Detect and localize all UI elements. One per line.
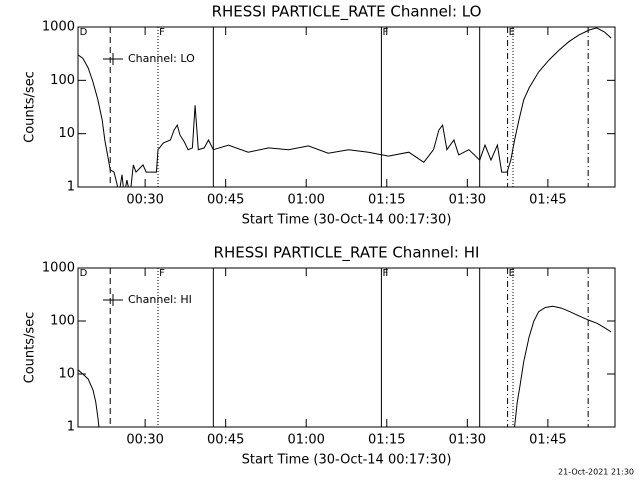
legend-label: Channel: HI [128,293,192,306]
x-tick-label: 00:45 [207,433,244,448]
x-tick-label: 01:30 [449,193,486,208]
flag-label: E [509,268,515,279]
series-line [78,27,612,187]
legend-label: Channel: LO [128,52,195,65]
x-tick-label: 00:30 [126,433,163,448]
x-tick-label: 00:45 [207,193,244,208]
plot-frame [77,267,616,428]
x-tick-label: 00:30 [126,193,163,208]
x-tick-label: 01:00 [287,433,324,448]
x-tick-label: 01:45 [529,433,566,448]
x-tick-label: 01:00 [287,193,324,208]
y-tick-label: 1 [67,420,75,435]
y-tick-label: 1000 [42,20,75,35]
y-tick-label: 1 [67,180,75,195]
y-tick-label: 100 [50,314,75,329]
y-axis-label: Counts/sec [23,71,38,143]
flag-label: F [382,27,388,38]
panel: RHESSI PARTICLE_RATE Channel: LO Start Ti… [23,3,616,228]
plot-frame [77,26,616,188]
x-tick-label: 01:15 [368,433,405,448]
series-line [78,369,100,427]
flag-label: E [509,27,515,38]
x-axis-label: Start Time (30-Oct-14 00:17:30) [242,213,452,228]
flag-label: F [159,268,165,279]
x-axis-label: Start Time (30-Oct-14 00:17:30) [242,453,452,468]
y-tick-label: 10 [58,126,75,141]
panel: RHESSI PARTICLE_RATE Channel: HI Start Ti… [23,244,616,468]
x-tick-label: 01:45 [529,193,566,208]
chart-title: RHESSI PARTICLE_RATE Channel: LO [212,3,482,22]
x-tick-label: 01:30 [449,433,486,448]
y-tick-label: 100 [50,73,75,88]
y-axis-label: Counts/sec [23,312,38,384]
x-tick-label: 01:15 [368,193,405,208]
y-tick-label: 1000 [42,261,75,276]
y-tick-label: 10 [58,367,75,382]
flag-label: D [80,27,88,38]
flag-label: D [80,268,88,279]
flag-label: F [159,27,165,38]
footer: 21-Oct-2021 21:30 [558,468,634,477]
series-line [514,305,612,427]
chart-title: RHESSI PARTICLE_RATE Channel: HI [214,244,480,263]
flag-label: F [382,268,388,279]
